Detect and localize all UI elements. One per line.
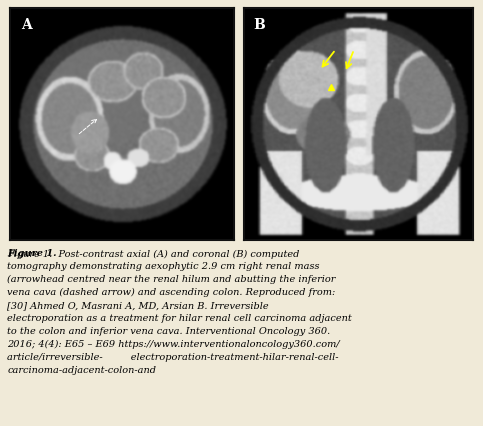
Text: B: B bbox=[253, 18, 265, 32]
Text: Figure 1.  Post-contrast axial (A) and coronal (B) computed
tomography demonstra: Figure 1. Post-contrast axial (A) and co… bbox=[7, 249, 352, 374]
Text: Figure 1.: Figure 1. bbox=[7, 249, 57, 258]
Text: A: A bbox=[21, 18, 32, 32]
